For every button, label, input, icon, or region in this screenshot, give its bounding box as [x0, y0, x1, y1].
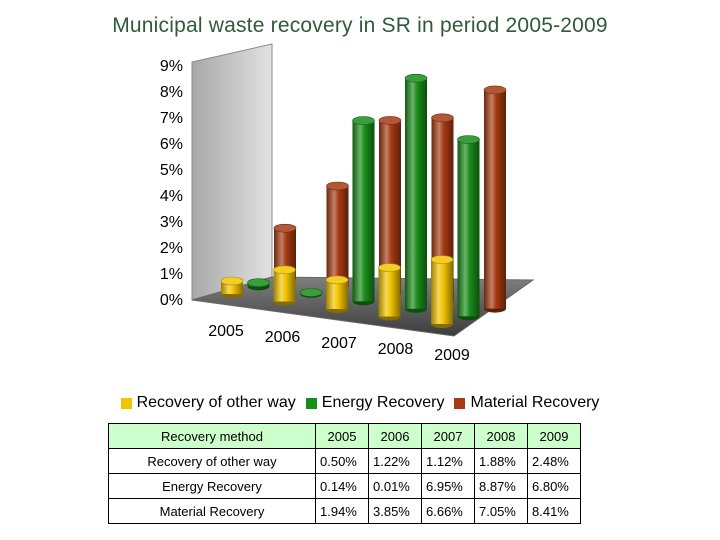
table-row: Material Recovery 1.94% 3.85% 6.66% 7.05… — [108, 498, 581, 524]
bar-top — [430, 255, 454, 264]
table-cell: 1.88% — [474, 448, 528, 474]
bar-body — [405, 78, 427, 309]
table-cell: 1.22% — [368, 448, 422, 474]
bar-top — [299, 288, 323, 297]
bar-body — [326, 279, 348, 309]
bar-body — [431, 117, 454, 302]
bar-top — [404, 73, 428, 83]
legend-item-energy: Energy Recovery — [305, 394, 445, 412]
bar-body — [352, 120, 375, 302]
bar — [299, 288, 323, 298]
bar-top — [457, 135, 480, 144]
table-cell: 0.01% — [368, 473, 422, 499]
y-tick-label: 9% — [160, 58, 183, 75]
chart-title: Municipal waste recovery in SR in period… — [112, 14, 608, 37]
bar-body — [457, 139, 480, 317]
bar — [483, 85, 507, 313]
table-cell: 2.48% — [527, 448, 581, 474]
bar — [326, 181, 349, 291]
bar-top — [273, 265, 296, 275]
bar-body — [378, 267, 401, 317]
table-cell: 0.14% — [315, 473, 369, 499]
legend-swatch-energy — [305, 397, 317, 409]
table-cell: 3.85% — [368, 498, 422, 524]
y-tick-label: 1% — [160, 266, 183, 283]
legend-label-other: Recovery of other way — [136, 394, 296, 411]
table-header-cell: 2007 — [421, 423, 475, 449]
y-tick-label: 6% — [160, 136, 183, 153]
bar-body — [379, 120, 401, 294]
table-cell: Material Recovery — [108, 498, 316, 524]
table-header-row: Recovery method 2005 2006 2007 2008 2009 — [108, 423, 581, 449]
table-header-cell: Recovery method — [108, 423, 316, 449]
y-tick-label: 5% — [160, 162, 183, 179]
bar-body — [484, 89, 506, 309]
bar — [404, 73, 428, 313]
x-tick-label: 2007 — [321, 335, 357, 352]
data-table: Recovery method 2005 2006 2007 2008 2009… — [108, 423, 581, 524]
y-tick-label: 8% — [160, 84, 183, 101]
table-header-cell: 2008 — [474, 423, 528, 449]
legend-swatch-other — [120, 397, 132, 409]
table-cell: 8.41% — [527, 498, 581, 524]
legend: Recovery of other way Energy Recovery Ma… — [0, 394, 720, 412]
table-row: Energy Recovery 0.14% 0.01% 6.95% 8.87% … — [108, 473, 581, 499]
bar — [378, 263, 401, 321]
bar-top — [352, 116, 375, 125]
bar-top — [378, 263, 401, 272]
bar — [457, 135, 480, 321]
bar-top — [247, 278, 270, 287]
table-cell: Energy Recovery — [108, 473, 316, 499]
bar — [247, 278, 270, 291]
x-axis: 2005 2006 2007 2008 2009 — [208, 323, 470, 364]
y-tick-label: 7% — [160, 110, 183, 127]
x-tick-label: 2006 — [265, 329, 301, 346]
bar — [273, 265, 296, 306]
table-cell: 6.66% — [421, 498, 475, 524]
x-tick-label: 2008 — [378, 341, 414, 358]
back-wall — [191, 43, 273, 301]
legend-swatch-material — [454, 397, 466, 409]
x-tick-label: 2009 — [434, 347, 470, 364]
bar-body — [431, 259, 453, 324]
table-cell: 0.50% — [315, 448, 369, 474]
bar — [352, 116, 375, 306]
bar-top — [431, 113, 454, 123]
y-axis: 0% 1% 2% 3% 4% 5% 6% 7% 8% 9% — [160, 58, 183, 309]
y-tick-label: 2% — [160, 240, 183, 257]
table-row: Recovery of other way 0.50% 1.22% 1.12% … — [108, 448, 581, 474]
bar — [325, 275, 349, 313]
legend-item-material: Material Recovery — [454, 394, 599, 412]
bars-group — [220, 73, 507, 328]
table-cell: 1.94% — [315, 498, 369, 524]
y-tick-label: 3% — [160, 214, 183, 231]
y-tick-label: 0% — [160, 292, 183, 309]
legend-label-energy: Energy Recovery — [321, 394, 445, 411]
table-cell: 1.12% — [421, 448, 475, 474]
table-header-cell: 2005 — [315, 423, 369, 449]
bar-top — [326, 181, 349, 191]
y-tick-label: 4% — [160, 188, 183, 205]
table-cell: Recovery of other way — [108, 448, 316, 474]
bar-top — [325, 275, 349, 285]
table-cell: 6.80% — [527, 473, 581, 499]
bar-top — [220, 276, 244, 286]
legend-label-material: Material Recovery — [470, 394, 600, 411]
bar — [220, 276, 244, 298]
bar-body — [326, 186, 349, 287]
bar — [430, 255, 454, 328]
bar-top — [378, 116, 402, 125]
table-header-cell: 2006 — [368, 423, 422, 449]
table-cell: 6.95% — [421, 473, 475, 499]
chart-plot: 0%1%2%3%4%5%6%7%8%9% 2005 2006 2007 2008 200… — [160, 43, 535, 364]
bar-top — [273, 223, 297, 233]
table-cell: 7.05% — [474, 498, 528, 524]
legend-item-other: Recovery of other way — [120, 394, 296, 412]
table-cell: 8.87% — [474, 473, 528, 499]
bar-body — [273, 269, 296, 302]
table-header-cell: 2009 — [527, 423, 581, 449]
bar-top — [483, 85, 507, 95]
x-tick-label: 2005 — [208, 323, 244, 340]
